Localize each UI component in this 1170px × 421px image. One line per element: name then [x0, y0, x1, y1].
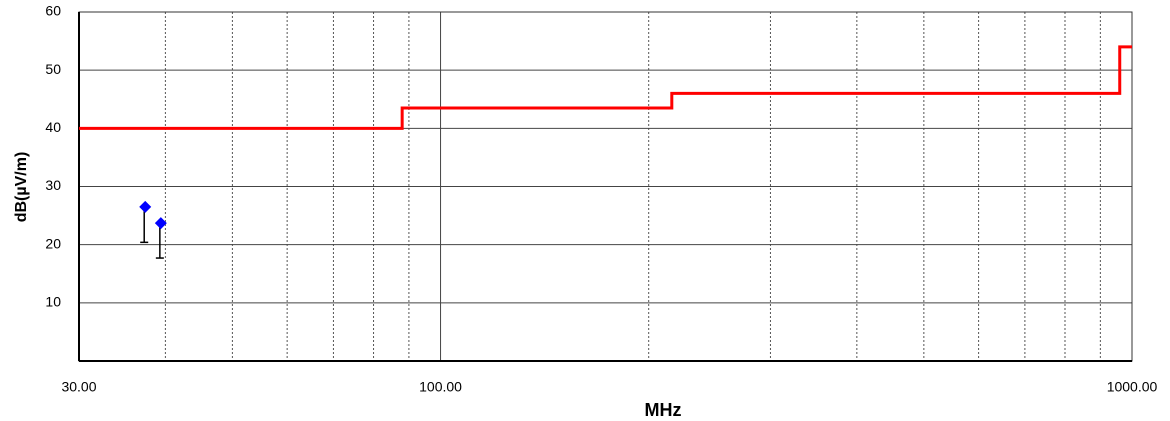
y-tick-label: 40 [45, 119, 61, 135]
limit-line [79, 45, 1132, 130]
point [139, 200, 152, 213]
y-axis-label: dB(µV/m) [13, 152, 30, 223]
y-tick-label: 50 [45, 61, 61, 77]
x-tick-label: 30.00 [61, 379, 96, 395]
error-bar [155, 223, 164, 259]
x-axis-label: MHz [645, 400, 682, 420]
x-tick-label: 100.00 [419, 379, 462, 395]
error-bar [140, 206, 149, 244]
y-tick-label: 30 [45, 177, 61, 193]
y-tick-label: 10 [45, 294, 61, 310]
x-tick-label: 1000.00 [1107, 379, 1158, 395]
y-tick-label: 20 [45, 235, 61, 251]
y-tick-label: 60 [45, 3, 61, 19]
point [154, 217, 167, 230]
